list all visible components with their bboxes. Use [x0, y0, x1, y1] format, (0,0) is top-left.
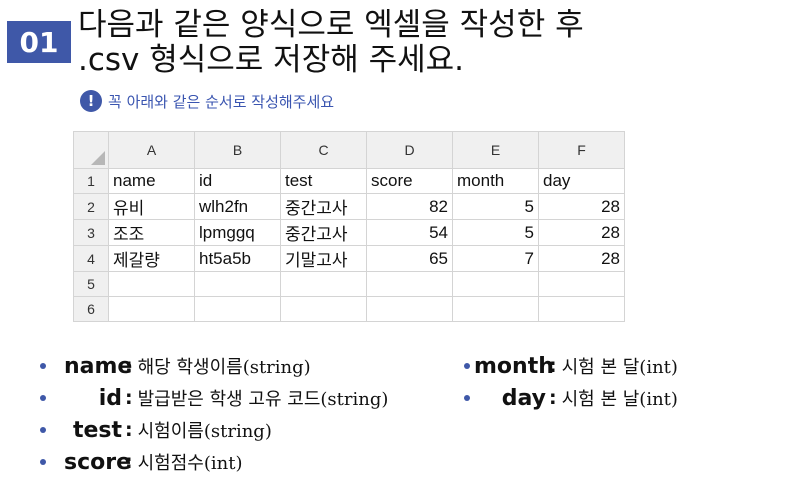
colon: :	[549, 387, 557, 409]
cell[interactable]: 중간고사	[280, 219, 367, 246]
cell[interactable]: 유비	[108, 193, 195, 220]
field-name: name	[64, 353, 133, 379]
row-header[interactable]: 6	[73, 296, 109, 322]
cell[interactable]: 중간고사	[280, 193, 367, 220]
field-name: id	[98, 385, 122, 411]
cell[interactable]	[108, 296, 195, 322]
table-row: 6	[73, 296, 625, 322]
cell[interactable]: 5	[452, 193, 539, 220]
field-item-id: id : 발급받은 학생 고유 코드(string)	[40, 382, 388, 414]
exclamation-icon: !	[80, 90, 102, 112]
field-item-name: name : 해당 학생이름(string)	[40, 350, 388, 382]
cell[interactable]: 제갈량	[108, 245, 195, 272]
cell[interactable]: 28	[538, 245, 625, 272]
cell[interactable]	[366, 296, 453, 322]
column-header-row: A B C D E F	[73, 131, 625, 169]
field-desc: 해당 학생이름(string)	[137, 357, 311, 378]
cell[interactable]: 28	[538, 219, 625, 246]
field-name: day	[501, 385, 546, 411]
field-item-test: test : 시험이름(string)	[40, 414, 388, 446]
table-row: 1 name id test score month day	[73, 168, 625, 194]
field-desc: 시험점수(int)	[137, 453, 243, 474]
field-desc: 발급받은 학생 고유 코드(string)	[137, 389, 389, 410]
table-row: 4 제갈량 ht5a5b 기말고사 65 7 28	[73, 245, 625, 272]
cell[interactable]: test	[280, 168, 367, 194]
bullet-icon	[40, 395, 46, 401]
instruction-title: 다음과 같은 양식으로 엑셀을 작성한 후 .csv 형식으로 저장해 주세요.	[78, 8, 584, 78]
cell[interactable]	[280, 271, 367, 297]
cell[interactable]: 조조	[108, 219, 195, 246]
title-line-2: .csv 형식으로 저장해 주세요.	[78, 42, 465, 78]
field-desc: 시험 본 달(int)	[561, 357, 678, 378]
notice-text: 꼭 아래와 같은 순서로 작성해주세요	[108, 92, 335, 111]
colon: :	[125, 387, 133, 409]
colon: :	[549, 355, 557, 377]
field-item-month: month : 시험 본 달(int)	[464, 350, 678, 382]
cell[interactable]: id	[194, 168, 281, 194]
row-header[interactable]: 1	[73, 168, 109, 194]
cell[interactable]	[538, 271, 625, 297]
cell[interactable]	[538, 296, 625, 322]
field-desc: 시험이름(string)	[137, 421, 272, 442]
cell[interactable]: 7	[452, 245, 539, 272]
bullet-icon	[40, 459, 46, 465]
row-header[interactable]: 2	[73, 193, 109, 220]
cell[interactable]: score	[366, 168, 453, 194]
cell[interactable]: 5	[452, 219, 539, 246]
column-header-a[interactable]: A	[108, 131, 195, 169]
column-header-f[interactable]: F	[538, 131, 625, 169]
cell[interactable]	[194, 296, 281, 322]
step-number-badge: 01	[7, 21, 71, 63]
spreadsheet-grid: A B C D E F 1 name id test score month d…	[73, 131, 625, 322]
title-line-1: 다음과 같은 양식으로 엑셀을 작성한 후	[78, 7, 584, 43]
row-header[interactable]: 3	[73, 219, 109, 246]
colon: :	[125, 419, 133, 441]
table-row: 2 유비 wlh2fn 중간고사 82 5 28	[73, 193, 625, 220]
field-desc: 시험 본 날(int)	[561, 389, 678, 410]
cell[interactable]: 65	[366, 245, 453, 272]
cell[interactable]	[280, 296, 367, 322]
table-row: 3 조조 lpmggq 중간고사 54 5 28	[73, 219, 625, 246]
bullet-icon	[464, 363, 470, 369]
cell[interactable]: wlh2fn	[194, 193, 281, 220]
row-header[interactable]: 5	[73, 271, 109, 297]
cell[interactable]: name	[108, 168, 195, 194]
field-name: score	[64, 449, 132, 475]
bullet-icon	[464, 395, 470, 401]
field-name: test	[72, 417, 122, 443]
column-header-b[interactable]: B	[194, 131, 281, 169]
field-list-right: month : 시험 본 달(int) day : 시험 본 날(int)	[464, 350, 678, 414]
cell[interactable]	[194, 271, 281, 297]
column-header-d[interactable]: D	[366, 131, 453, 169]
cell[interactable]: month	[452, 168, 539, 194]
cell[interactable]	[108, 271, 195, 297]
column-header-e[interactable]: E	[452, 131, 539, 169]
field-list-left: name : 해당 학생이름(string) id : 발급받은 학생 고유 코…	[40, 350, 388, 478]
cell[interactable]: ht5a5b	[194, 245, 281, 272]
cell[interactable]: 82	[366, 193, 453, 220]
cell[interactable]	[366, 271, 453, 297]
column-header-c[interactable]: C	[280, 131, 367, 169]
cell[interactable]: 28	[538, 193, 625, 220]
cell[interactable]	[452, 296, 539, 322]
bullet-icon	[40, 363, 46, 369]
row-header[interactable]: 4	[73, 245, 109, 272]
colon: :	[125, 355, 133, 377]
field-item-score: score : 시험점수(int)	[40, 446, 388, 478]
notice: ! 꼭 아래와 같은 순서로 작성해주세요	[80, 90, 334, 112]
field-name: month	[474, 353, 554, 379]
cell[interactable]: day	[538, 168, 625, 194]
table-row: 5	[73, 271, 625, 297]
cell[interactable]: lpmggq	[194, 219, 281, 246]
cell[interactable]: 기말고사	[280, 245, 367, 272]
select-all-corner[interactable]	[73, 131, 109, 169]
cell[interactable]	[452, 271, 539, 297]
bullet-icon	[40, 427, 46, 433]
field-item-day: day : 시험 본 날(int)	[464, 382, 678, 414]
cell[interactable]: 54	[366, 219, 453, 246]
colon: :	[125, 451, 133, 473]
